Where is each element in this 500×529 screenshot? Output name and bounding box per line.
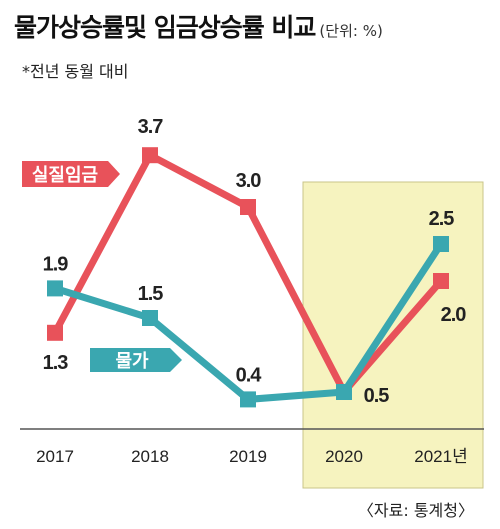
price-series-marker (433, 236, 449, 252)
wage-legend-tag (22, 161, 120, 187)
wage-series-marker (240, 199, 256, 215)
price-series-marker (142, 310, 158, 326)
price-data-label: 1.9 (43, 253, 69, 275)
price-legend-tag (90, 348, 182, 372)
chart-title: 물가상승률및 임금상승률 비교 (14, 13, 316, 42)
wage-series-marker (47, 324, 63, 341)
price-data-label: 2.5 (429, 208, 455, 230)
chart-header: 물가상승률및 임금상승률 비교 (단위: %) (14, 8, 383, 44)
price-series-marker (336, 384, 352, 400)
wage-legend-label: 실질임금 (32, 165, 98, 185)
source-note: 〈자료: 통계청〉 (357, 501, 474, 520)
x-tick-label: 2019 (229, 447, 267, 466)
chart-subtitle: *전년 동월 대비 (22, 62, 129, 81)
x-tick-label: 2020 (325, 447, 363, 466)
x-tick-label: 2017 (36, 447, 74, 466)
wage-data-label: 2.0 (441, 304, 467, 326)
wage-series-marker (433, 273, 449, 289)
price-series-marker (47, 280, 63, 297)
price-data-label: 0.4 (236, 364, 263, 386)
x-tick-label: 2021년 (414, 447, 467, 466)
wage-data-label: 3.0 (236, 170, 262, 192)
price-data-label: 0.5 (364, 385, 390, 407)
price-series-marker (240, 391, 256, 408)
wage-series-marker (142, 147, 158, 164)
x-tick-label: 2018 (131, 447, 169, 466)
wage-data-label: 1.3 (43, 352, 69, 374)
unit-label: (단위: %) (319, 22, 383, 40)
price-legend-label: 물가 (115, 351, 149, 371)
price-data-label: 1.5 (138, 283, 164, 305)
wage-data-label: 3.7 (138, 116, 164, 138)
